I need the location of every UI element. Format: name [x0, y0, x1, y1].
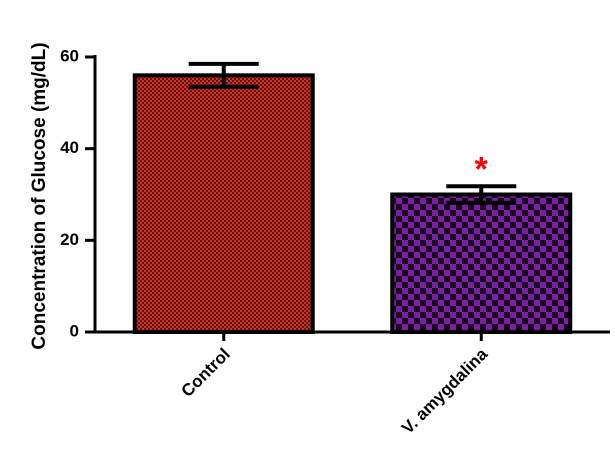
x-axis: Control V. amygdalina	[93, 330, 610, 438]
y-tick-label: 0	[70, 321, 79, 340]
y-tick-label: 20	[60, 230, 79, 249]
y-tick-label: 60	[60, 46, 79, 65]
y-tick-label: 40	[60, 138, 79, 157]
bar-control	[132, 73, 315, 334]
category-label: Control	[178, 345, 234, 401]
bar-v-amygdalina	[390, 192, 573, 334]
y-axis: 0 20 40 60	[60, 46, 97, 340]
y-axis-title: Concentration of Glucose (mg/dL)	[29, 42, 50, 349]
significance-annotations: *	[475, 150, 489, 188]
significance-asterisk: *	[475, 150, 489, 188]
category-label: V. amygdalina	[398, 344, 492, 438]
error-bars	[188, 61, 517, 205]
